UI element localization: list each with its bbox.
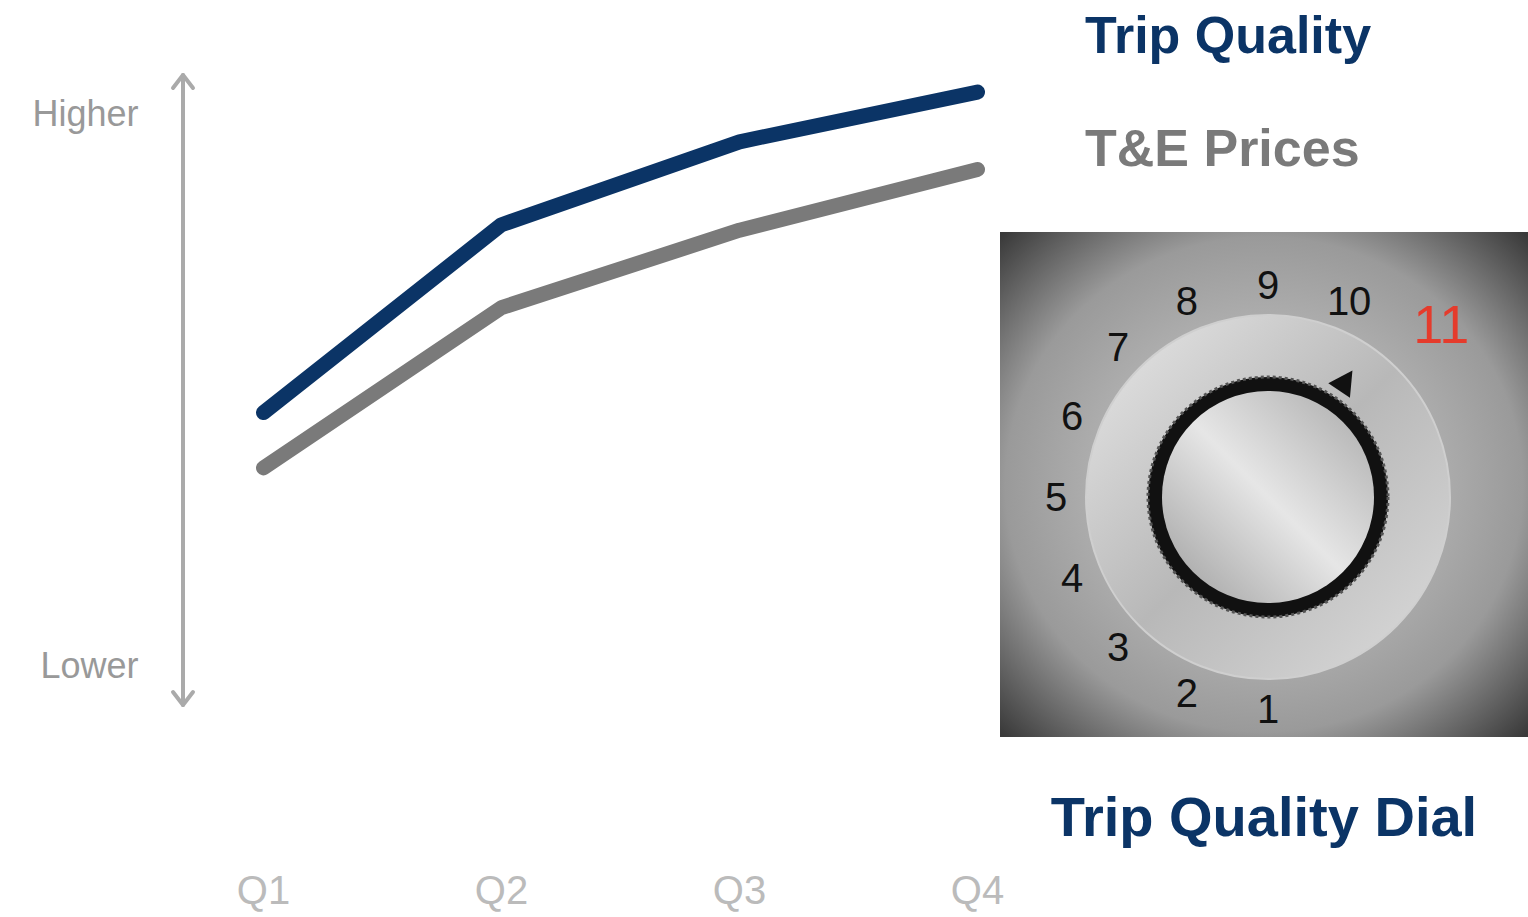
- html-text:T&E Prices: T&E Prices: [1085, 119, 1360, 177]
- svg-text:Q3: Q3: [713, 868, 766, 912]
- svg-text:9: 9: [1257, 263, 1279, 307]
- html-text:Trip Quality: Trip Quality: [1085, 6, 1372, 64]
- svg-text:4: 4: [1061, 556, 1083, 600]
- svg-text:Lower: Lower: [40, 645, 138, 686]
- svg-text:Q2: Q2: [475, 868, 528, 912]
- svg-text:Q1: Q1: [237, 868, 290, 912]
- svg-text:Higher: Higher: [32, 93, 138, 134]
- html-text:Trip Quality Dial: Trip Quality Dial: [1050, 785, 1478, 848]
- svg-text:Q4: Q4: [951, 868, 1004, 912]
- svg-text:5: 5: [1045, 475, 1067, 519]
- svg-text:8: 8: [1176, 279, 1198, 323]
- svg-text:11: 11: [1413, 294, 1469, 354]
- svg-text:3: 3: [1107, 625, 1129, 669]
- svg-text:2: 2: [1176, 671, 1198, 715]
- svg-text:6: 6: [1061, 394, 1083, 438]
- svg-text:10: 10: [1327, 279, 1372, 323]
- svg-text:7: 7: [1107, 325, 1129, 369]
- svg-text:1: 1: [1257, 687, 1279, 731]
